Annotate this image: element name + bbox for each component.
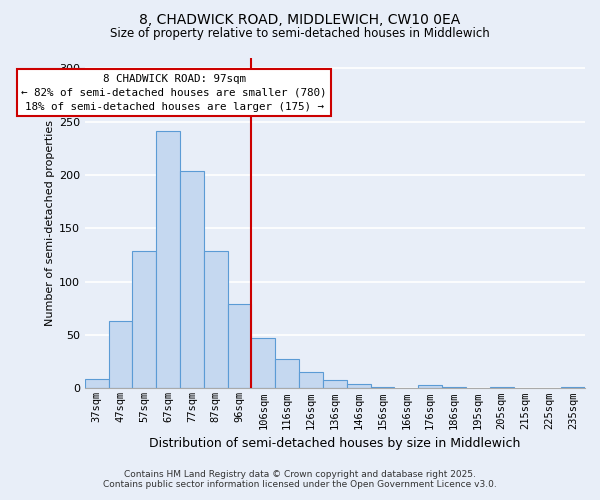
Bar	[251, 338, 275, 388]
Text: Size of property relative to semi-detached houses in Middlewich: Size of property relative to semi-detach…	[110, 28, 490, 40]
X-axis label: Distribution of semi-detached houses by size in Middlewich: Distribution of semi-detached houses by …	[149, 437, 521, 450]
Bar	[133, 250, 156, 388]
Bar	[204, 250, 227, 388]
Bar	[156, 131, 180, 388]
Y-axis label: Number of semi-detached properties: Number of semi-detached properties	[44, 120, 55, 326]
Bar	[85, 379, 109, 388]
Text: 8, CHADWICK ROAD, MIDDLEWICH, CW10 0EA: 8, CHADWICK ROAD, MIDDLEWICH, CW10 0EA	[139, 12, 461, 26]
Bar	[180, 170, 204, 388]
Bar	[347, 384, 371, 388]
Text: Contains HM Land Registry data © Crown copyright and database right 2025.
Contai: Contains HM Land Registry data © Crown c…	[103, 470, 497, 489]
Text: 8 CHADWICK ROAD: 97sqm
← 82% of semi-detached houses are smaller (780)
18% of se: 8 CHADWICK ROAD: 97sqm ← 82% of semi-det…	[22, 74, 327, 112]
Bar	[227, 304, 251, 388]
Bar	[418, 385, 442, 388]
Bar	[109, 321, 133, 388]
Bar	[299, 372, 323, 388]
Bar	[275, 358, 299, 388]
Bar	[323, 380, 347, 388]
